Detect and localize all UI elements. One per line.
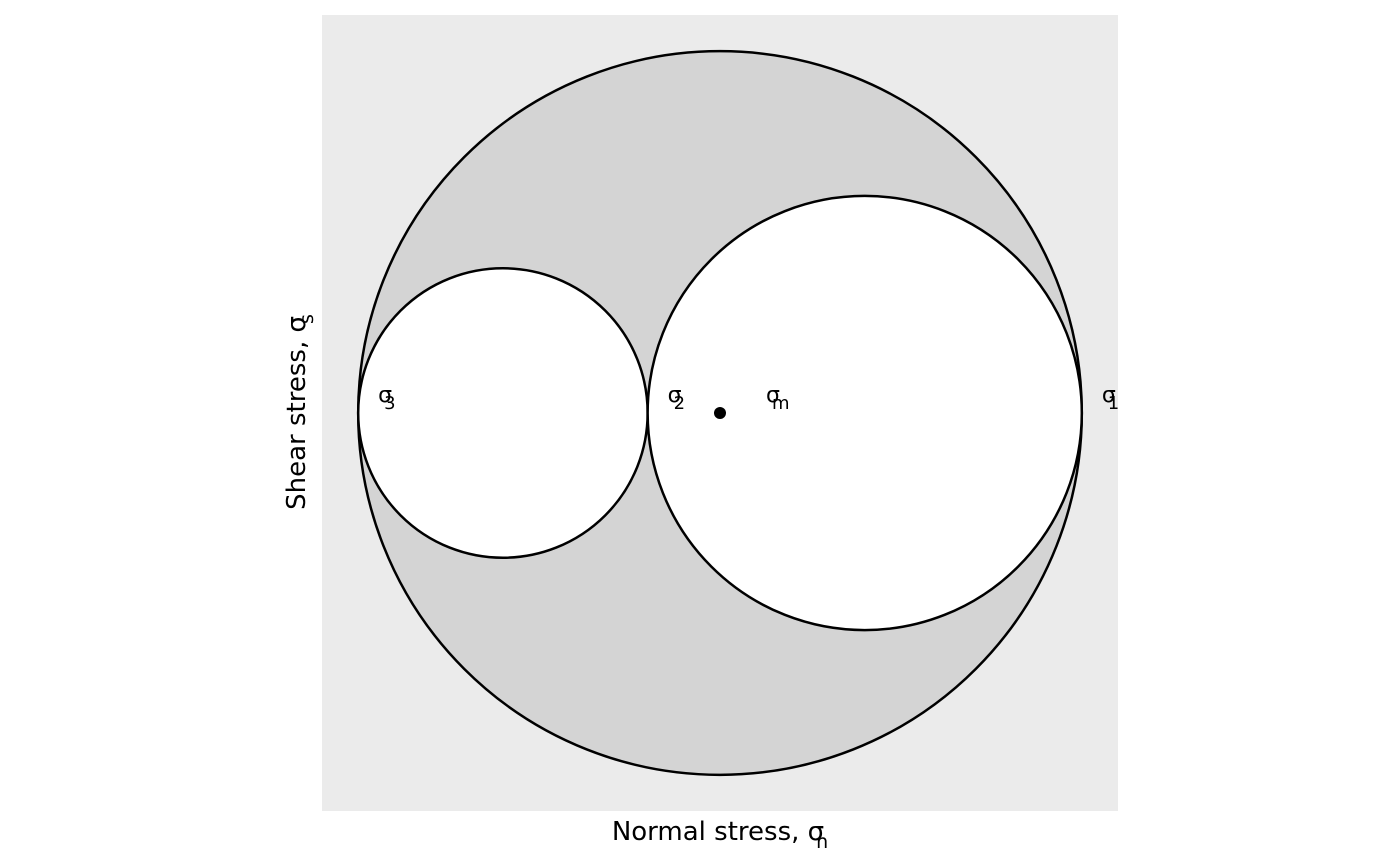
mohr-circle-sigma3-sigma2 xyxy=(356,267,649,559)
label-sigma-m: σm xyxy=(766,383,790,414)
x-axis-label: Normal stress, σn xyxy=(612,817,828,853)
label-sigma1: σ1 xyxy=(1102,383,1119,414)
mean-stress-point xyxy=(714,407,726,419)
mohr-circle-sigma2-sigma1 xyxy=(646,194,1084,632)
label-sigma2: σ2 xyxy=(668,383,685,414)
label-sigma3: σ3 xyxy=(378,383,395,414)
y-axis-label: Shear stress, σs xyxy=(282,314,318,510)
